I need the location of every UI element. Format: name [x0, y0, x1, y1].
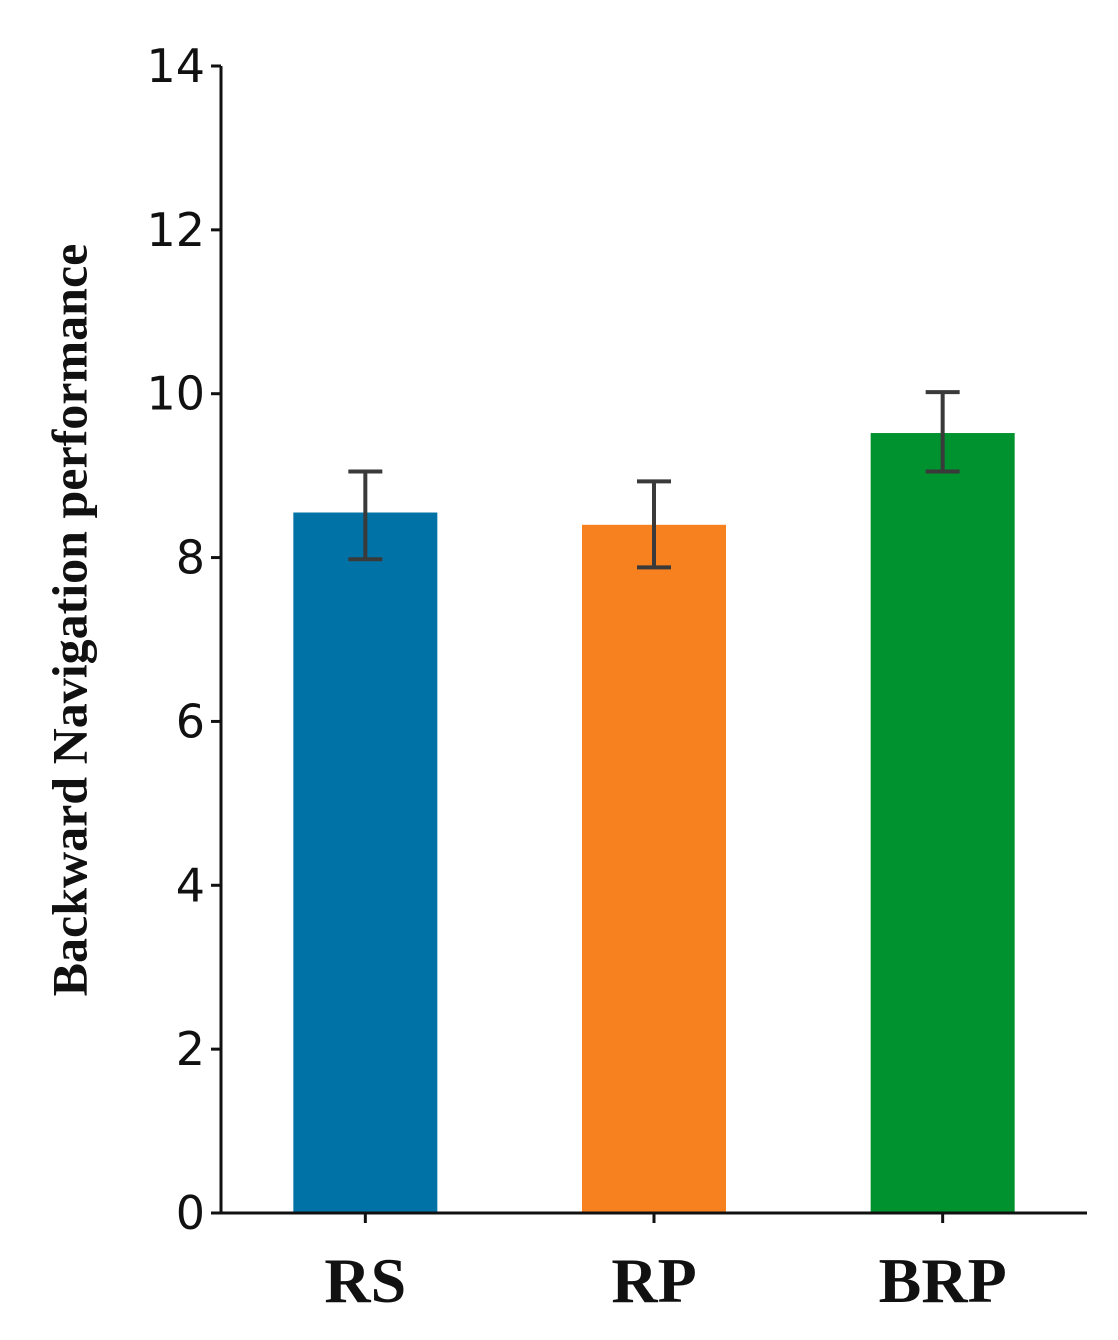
- bar-rs: [293, 512, 438, 1213]
- y-axis-ticks: 0 2 4 6 8 10 12 14: [146, 39, 221, 1240]
- y-tick-label: 14: [146, 39, 205, 93]
- x-axis-ticks: RS RP BRP: [324, 1213, 1007, 1316]
- y-tick-label: 10: [146, 367, 205, 421]
- bars: [293, 433, 1015, 1213]
- y-tick-label: 6: [176, 694, 205, 748]
- bar-brp: [870, 433, 1015, 1213]
- y-tick-label: 4: [176, 858, 205, 912]
- y-tick-label: 8: [176, 531, 205, 585]
- y-tick-label: 0: [176, 1186, 205, 1240]
- x-tick-label: RP: [611, 1245, 696, 1316]
- y-tick-label: 2: [176, 1022, 205, 1076]
- x-tick-label: BRP: [879, 1245, 1007, 1316]
- y-tick-label: 12: [146, 203, 205, 257]
- bar-rp: [582, 524, 726, 1213]
- error-bars: [348, 390, 960, 570]
- y-axis-title: Backward Navigation performance: [41, 244, 97, 997]
- x-tick-label: RS: [324, 1245, 406, 1316]
